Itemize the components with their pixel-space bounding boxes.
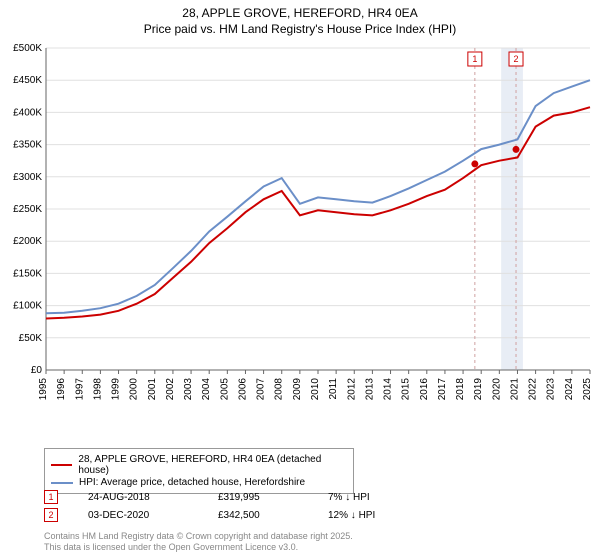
svg-text:2020: 2020 <box>491 378 502 401</box>
svg-text:2014: 2014 <box>383 378 394 401</box>
svg-text:2019: 2019 <box>473 378 484 401</box>
marker-pct: 7% ↓ HPI <box>328 492 418 503</box>
svg-text:2006: 2006 <box>237 378 248 401</box>
svg-text:1997: 1997 <box>74 378 85 401</box>
chart-title: 28, APPLE GROVE, HEREFORD, HR4 0EA Price… <box>0 0 600 37</box>
svg-text:2025: 2025 <box>582 378 593 401</box>
svg-text:£300K: £300K <box>13 172 42 183</box>
svg-text:£200K: £200K <box>13 236 42 247</box>
marker-number-badge: 2 <box>44 508 58 522</box>
legend-label-price-paid: 28, APPLE GROVE, HEREFORD, HR4 0EA (deta… <box>78 454 347 476</box>
svg-text:2002: 2002 <box>165 378 176 401</box>
legend-item-hpi: HPI: Average price, detached house, Here… <box>51 477 347 488</box>
svg-text:1: 1 <box>472 54 477 64</box>
svg-text:2023: 2023 <box>546 378 557 401</box>
marker-price: £342,500 <box>218 510 298 521</box>
svg-text:2013: 2013 <box>364 378 375 401</box>
svg-text:2018: 2018 <box>455 378 466 401</box>
svg-text:2015: 2015 <box>401 378 412 401</box>
svg-text:2004: 2004 <box>201 378 212 401</box>
legend-swatch-price-paid <box>51 464 72 466</box>
sale-marker-row: 2 03-DEC-2020 £342,500 12% ↓ HPI <box>44 508 418 522</box>
svg-text:1999: 1999 <box>111 378 122 401</box>
legend: 28, APPLE GROVE, HEREFORD, HR4 0EA (deta… <box>44 448 354 494</box>
marker-price: £319,995 <box>218 492 298 503</box>
svg-text:2009: 2009 <box>292 378 303 401</box>
svg-text:£500K: £500K <box>13 44 42 54</box>
legend-item-price-paid: 28, APPLE GROVE, HEREFORD, HR4 0EA (deta… <box>51 454 347 476</box>
attribution-line2: This data is licensed under the Open Gov… <box>44 542 298 552</box>
marker-date: 03-DEC-2020 <box>88 510 188 521</box>
sale-markers-table: 1 24-AUG-2018 £319,995 7% ↓ HPI 2 03-DEC… <box>44 490 418 526</box>
svg-text:£150K: £150K <box>13 268 42 279</box>
svg-text:£350K: £350K <box>13 140 42 151</box>
legend-label-hpi: HPI: Average price, detached house, Here… <box>79 477 305 488</box>
svg-text:£250K: £250K <box>13 204 42 215</box>
svg-text:2021: 2021 <box>509 378 520 401</box>
svg-text:£400K: £400K <box>13 107 42 118</box>
title-subtitle: Price paid vs. HM Land Registry's House … <box>144 22 456 36</box>
svg-text:2000: 2000 <box>129 378 140 401</box>
svg-text:£450K: £450K <box>13 75 42 86</box>
svg-text:2001: 2001 <box>147 378 158 401</box>
svg-text:2: 2 <box>514 54 519 64</box>
svg-text:2005: 2005 <box>219 378 230 401</box>
svg-text:2003: 2003 <box>183 378 194 401</box>
svg-text:2011: 2011 <box>328 378 339 400</box>
svg-text:2012: 2012 <box>346 378 357 401</box>
attribution-line1: Contains HM Land Registry data © Crown c… <box>44 531 353 541</box>
legend-swatch-hpi <box>51 482 73 484</box>
svg-text:£100K: £100K <box>13 301 42 312</box>
price-chart: £0 £50K £100K £150K £200K £250K £300K £350K £400… <box>4 44 596 414</box>
svg-text:2008: 2008 <box>274 378 285 401</box>
title-address: 28, APPLE GROVE, HEREFORD, HR4 0EA <box>182 6 417 20</box>
svg-text:2007: 2007 <box>256 378 267 401</box>
svg-text:2016: 2016 <box>419 378 430 401</box>
sale-marker-row: 1 24-AUG-2018 £319,995 7% ↓ HPI <box>44 490 418 504</box>
marker-date: 24-AUG-2018 <box>88 492 188 503</box>
svg-text:2017: 2017 <box>437 378 448 401</box>
svg-text:1996: 1996 <box>56 378 67 401</box>
svg-text:2010: 2010 <box>310 378 321 401</box>
svg-text:2022: 2022 <box>528 378 539 401</box>
svg-text:£0: £0 <box>31 365 43 376</box>
svg-text:£50K: £50K <box>19 333 43 344</box>
marker-number-badge: 1 <box>44 490 58 504</box>
attribution: Contains HM Land Registry data © Crown c… <box>44 531 353 554</box>
svg-text:1998: 1998 <box>92 378 103 401</box>
marker-pct: 12% ↓ HPI <box>328 510 418 521</box>
svg-text:1995: 1995 <box>38 378 49 401</box>
svg-text:2024: 2024 <box>564 378 575 401</box>
